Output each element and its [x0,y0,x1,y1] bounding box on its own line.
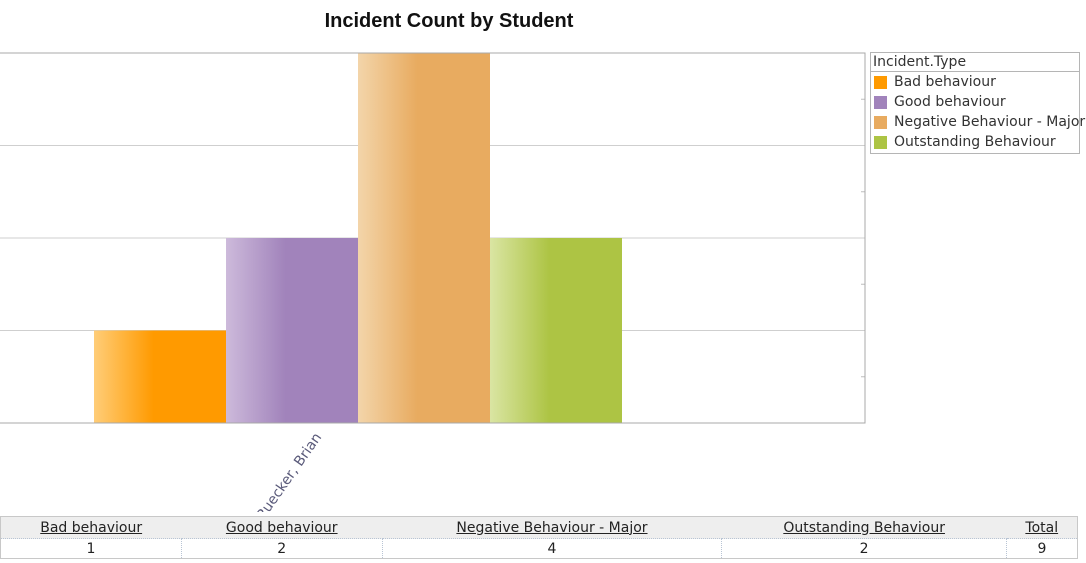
legend-swatch [874,76,887,89]
plot-frame [0,52,866,424]
legend-label: Good behaviour [894,94,1006,110]
summary-table: Bad behaviour Good behaviour Negative Be… [0,516,1078,559]
bar-chart: Ruecker, Brian [0,52,866,512]
table-cell: 2 [181,538,383,559]
column-header-bad-behaviour[interactable]: Bad behaviour [0,516,182,539]
legend-item-good-behaviour: Good behaviour [871,92,1079,112]
bars [94,53,622,423]
chart-title: Incident Count by Student [324,10,574,32]
plot-border [0,52,866,424]
table-row: 1 2 4 2 9 [0,538,1078,559]
legend-swatch [874,96,887,109]
table-header-row: Bad behaviour Good behaviour Negative Be… [0,516,1078,539]
bar-bad-behaviour [94,330,226,423]
column-header-negative-behaviour-major[interactable]: Negative Behaviour - Major [382,516,722,539]
table-cell: 4 [382,538,723,559]
legend-item-negative-behaviour-major: Negative Behaviour - Major [871,112,1085,132]
legend: Incident.Type Bad behaviour Good behavio… [870,52,1085,154]
category-label: Ruecker, Brian [254,430,326,512]
legend-item-outstanding-behaviour: Outstanding Behaviour [871,132,1079,152]
legend-label: Outstanding Behaviour [894,134,1056,150]
legend-swatch [874,116,887,129]
category-labels: Ruecker, Brian [254,430,326,512]
legend-label: Negative Behaviour - Major [894,114,1086,130]
legend-title: Incident.Type [871,53,1079,72]
column-header-total[interactable]: Total [1006,516,1078,539]
table-cell: 2 [721,538,1007,559]
bar-negative-behaviour-major [358,53,490,423]
column-header-outstanding-behaviour[interactable]: Outstanding Behaviour [721,516,1007,539]
legend-label: Bad behaviour [894,74,996,90]
legend-swatch [874,136,887,149]
table-cell: 9 [1006,538,1078,559]
bar-outstanding-behaviour [490,238,622,423]
column-header-good-behaviour[interactable]: Good behaviour [181,516,383,539]
table-cell: 1 [0,538,182,559]
bar-good-behaviour [226,238,358,423]
legend-item-bad-behaviour: Bad behaviour [871,72,1079,92]
